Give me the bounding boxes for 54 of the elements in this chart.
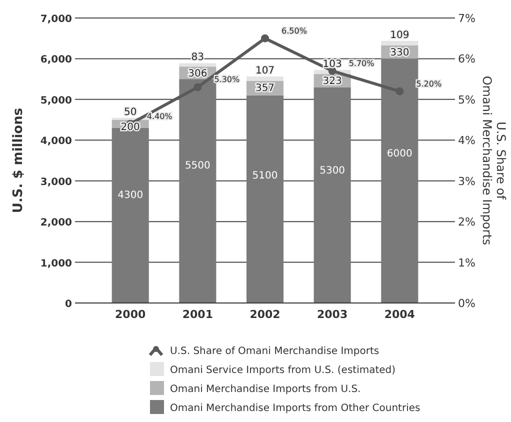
y2-axis-title: U.S. Share of Omani Merchandise Imports [480,76,508,246]
data-label: 109 [390,30,410,41]
bar [246,95,284,303]
y-tick-label: 7,000 [40,14,72,25]
bar [314,87,351,303]
x-tick-label: 2000 [115,308,146,321]
y-tick-label: 5,000 [40,95,72,106]
data-label: 6000 [386,148,412,160]
y2-tick-label: 6% [458,52,476,66]
x-tick-label: 2003 [317,308,348,321]
y-tick-label: 6,000 [40,54,72,66]
y2-tick-label: 5% [458,93,476,106]
data-label: 5300 [320,166,346,177]
y2-tick-label: 0% [458,297,476,310]
x-tick-label: 2004 [384,308,416,321]
data-label: 357 [255,82,275,94]
y-tick-label: 2,000 [40,218,72,229]
data-label: 306 [188,68,208,80]
x-tick-label: 2002 [250,308,280,321]
data-label: 50 [124,106,137,118]
y2-tick-label: 3% [458,174,476,188]
bar [179,79,216,303]
bar [381,58,418,303]
data-label: 5.70% [348,58,375,68]
y-tick-label: 1,000 [40,258,72,270]
data-label: 107 [255,65,275,76]
y-tick-label: 3,000 [40,176,72,188]
x-tick-label: 2001 [182,308,213,321]
data-label: 5500 [184,160,210,172]
bar [381,40,418,46]
bar [179,63,216,67]
bar [246,76,284,81]
y-tick-label: 0 [65,299,72,310]
point [396,87,404,96]
y-tick-label: 4,000 [40,136,72,148]
data-label: 4.40% [146,112,173,121]
y2-tick-label: 2% [458,216,476,229]
data-label: 103 [322,58,342,70]
legend-label: Omani Merchandise Imports from U.S. [170,384,361,395]
legend-label: U.S. Share of Omani Merchandise Imports [170,346,380,357]
y2-tick-label: 4% [458,134,476,148]
point [261,34,269,42]
data-label: 5.30% [214,75,240,84]
y-axis-title: U.S. $ millions [11,108,26,214]
legend-label: Omani Service Imports from U.S. (estimated) [170,365,396,376]
legend-label: Omani Merchandise Imports from Other Countries [170,403,420,414]
y2-tick-label: 1% [458,256,476,270]
data-label: 5100 [252,170,278,182]
data-label: 6.50% [282,26,308,36]
y2-tick-label: 7% [458,12,476,25]
data-label: 330 [390,47,410,58]
point [194,83,202,92]
data-label: 323 [322,76,342,88]
data-label: 4300 [118,190,144,201]
